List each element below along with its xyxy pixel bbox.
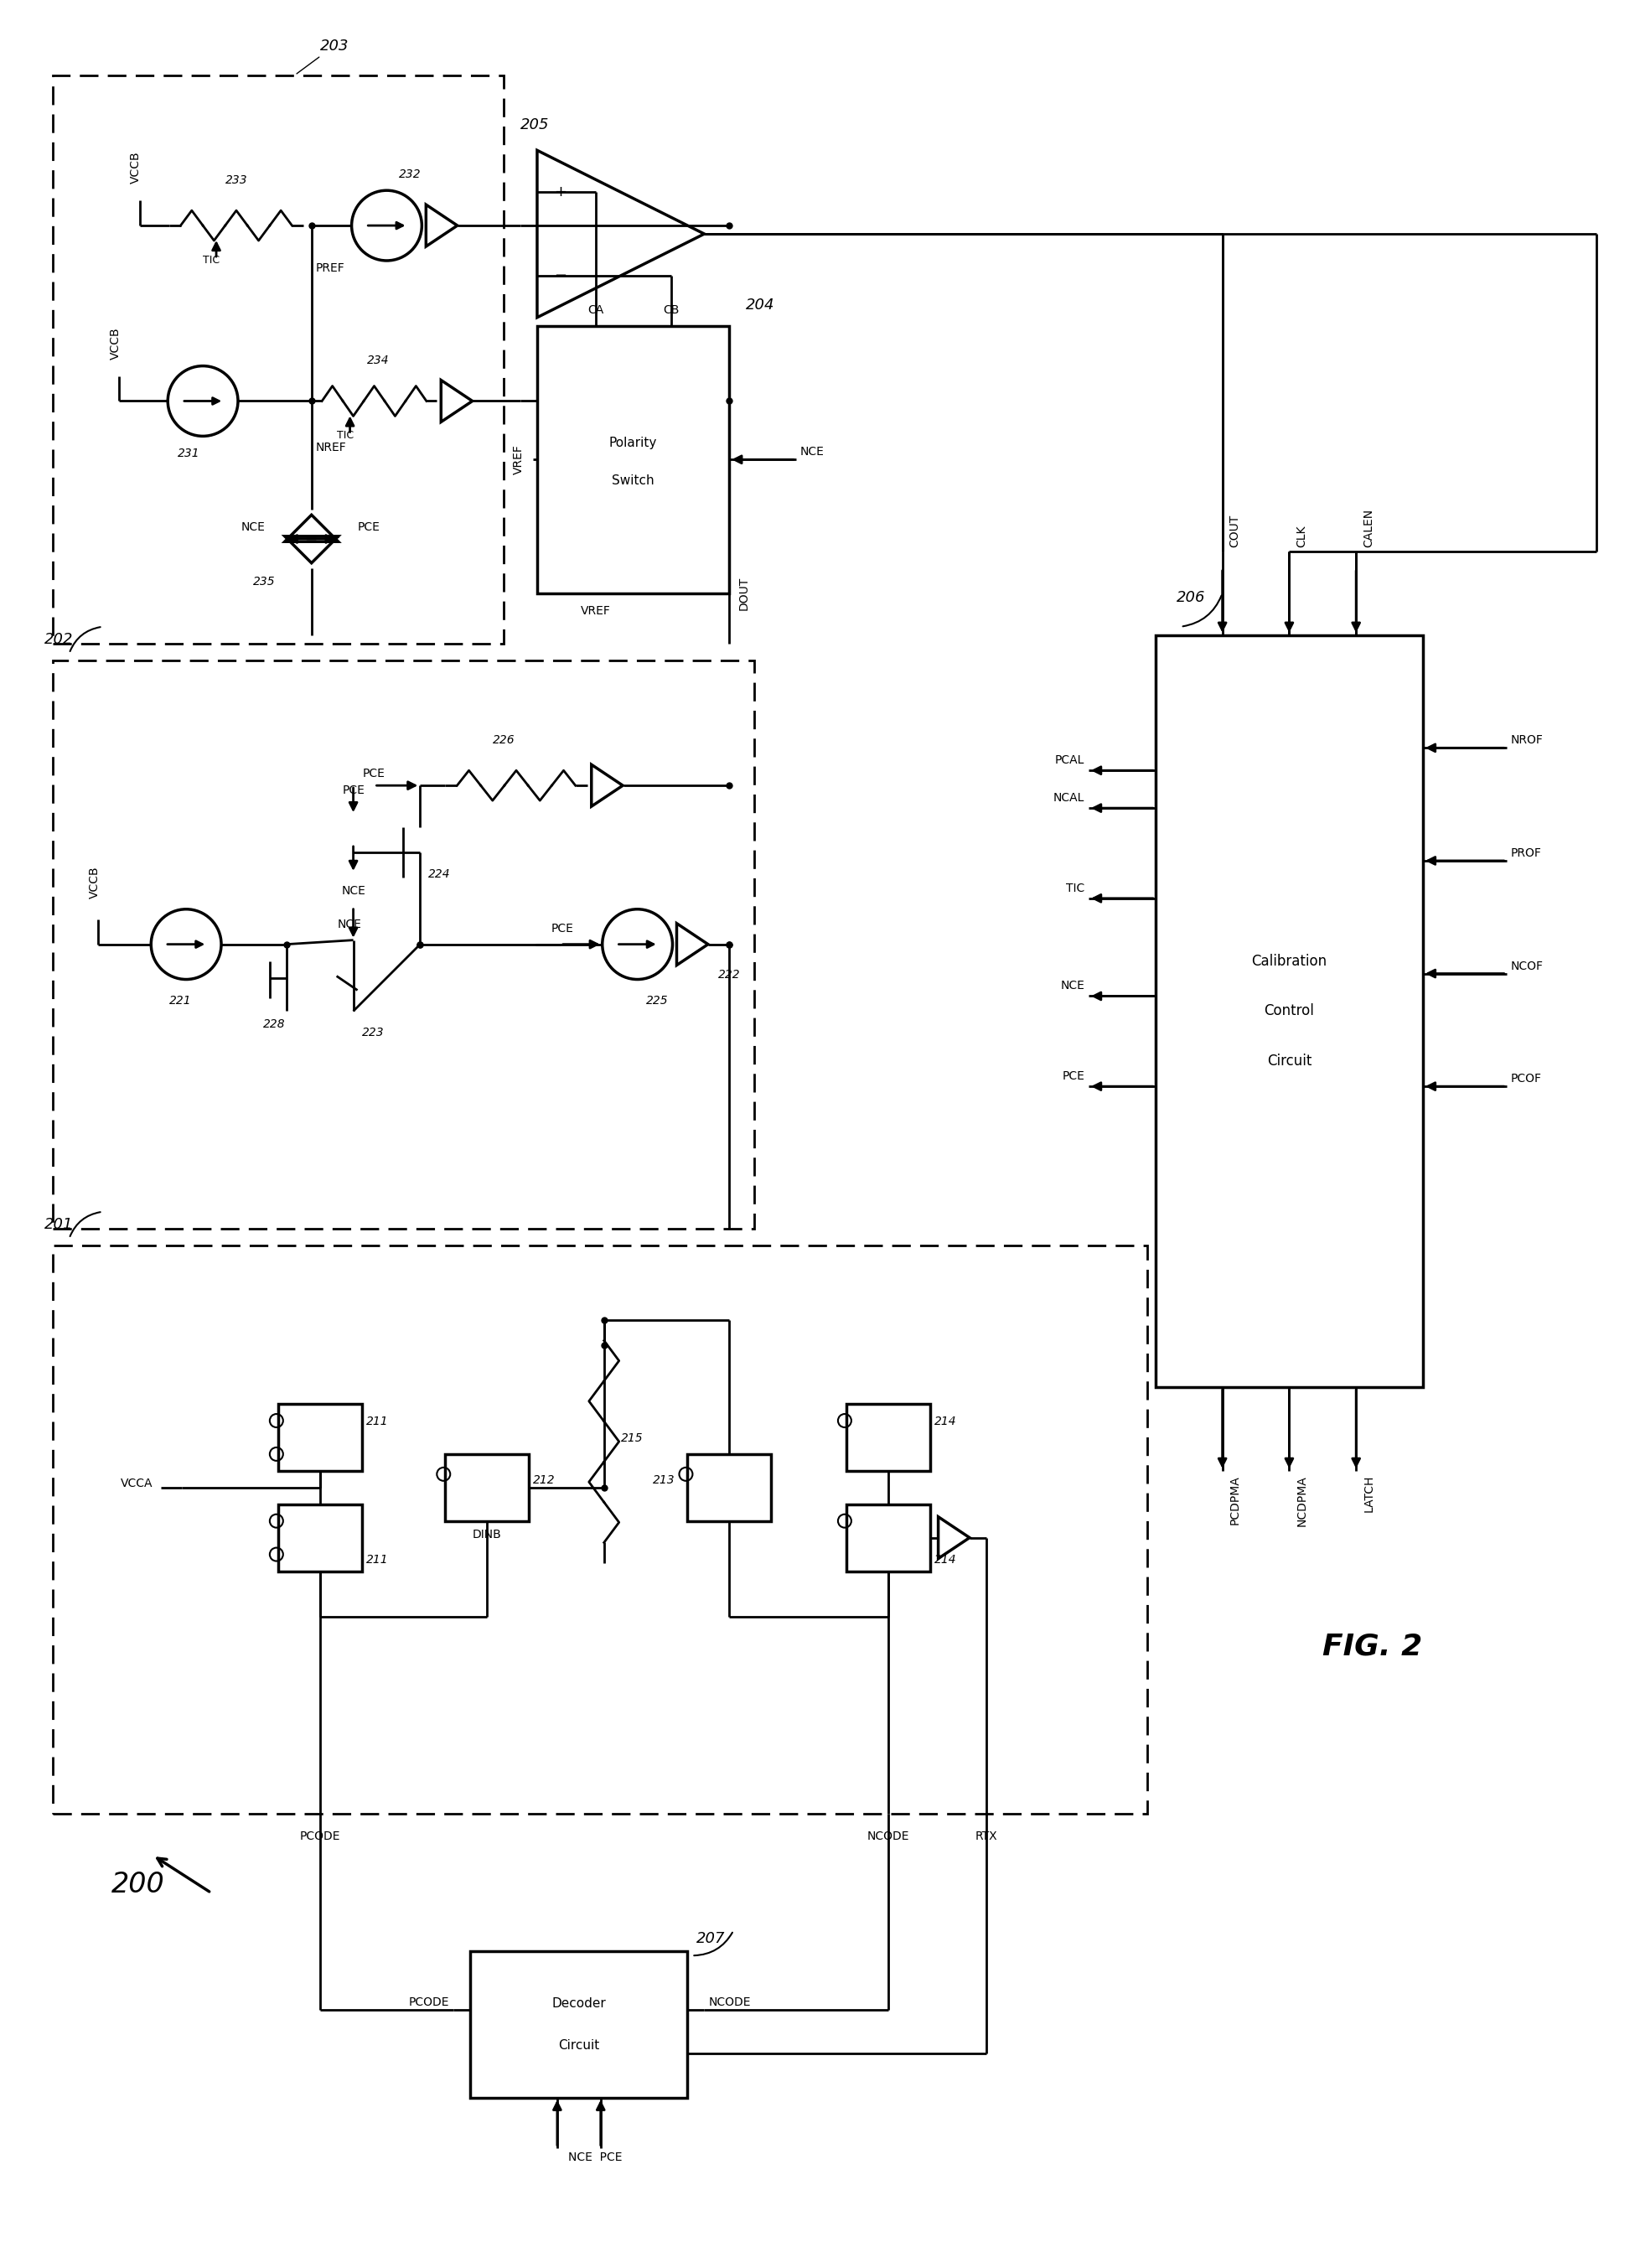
Text: NCE: NCE — [336, 919, 361, 930]
Text: TIC: TIC — [203, 254, 220, 265]
Text: Circuit: Circuit — [558, 2039, 599, 2053]
Text: NCE: NCE — [241, 522, 266, 533]
Text: Switch: Switch — [612, 474, 654, 488]
Text: −: − — [554, 268, 566, 284]
Text: 234: 234 — [367, 354, 389, 365]
Text: Control: Control — [1263, 1005, 1314, 1018]
Text: 211: 211 — [366, 1554, 389, 1565]
Bar — [52, 1245, 1146, 1814]
Text: DINB: DINB — [472, 1529, 502, 1540]
Bar — [471, 1950, 687, 2098]
Text: Calibration: Calibration — [1251, 953, 1327, 968]
Text: RTX: RTX — [976, 1830, 997, 1842]
Bar — [1155, 635, 1422, 1388]
Text: 200: 200 — [112, 1871, 164, 1898]
Text: 223: 223 — [361, 1027, 384, 1039]
Text: PCE: PCE — [1061, 1070, 1084, 1082]
Bar — [52, 75, 503, 644]
Text: PCDPMA: PCDPMA — [1228, 1474, 1240, 1524]
Text: 221: 221 — [169, 996, 192, 1007]
Text: PCAL: PCAL — [1055, 755, 1084, 767]
Text: 235: 235 — [253, 576, 276, 587]
Text: VCCB: VCCB — [130, 152, 141, 184]
Text: NROF: NROF — [1510, 735, 1543, 746]
Text: Polarity: Polarity — [608, 435, 658, 449]
Text: 215: 215 — [620, 1433, 643, 1445]
Text: NREF: NREF — [315, 442, 346, 454]
Text: CA: CA — [587, 304, 604, 315]
Text: PCE: PCE — [358, 522, 380, 533]
Text: VREF: VREF — [513, 445, 525, 474]
Text: VCCB: VCCB — [89, 866, 100, 898]
Text: DOUT: DOUT — [738, 576, 749, 610]
Text: 214: 214 — [933, 1554, 956, 1565]
Text: 205: 205 — [520, 118, 549, 134]
Bar — [687, 1454, 771, 1522]
Text: FIG. 2: FIG. 2 — [1322, 1633, 1422, 1660]
Text: PCE: PCE — [551, 923, 572, 934]
Text: 228: 228 — [262, 1018, 285, 1030]
Text: NCE: NCE — [341, 885, 366, 896]
Text: PROF: PROF — [1510, 848, 1540, 860]
Text: 232: 232 — [399, 168, 421, 181]
Text: 225: 225 — [646, 996, 667, 1007]
Text: CB: CB — [663, 304, 679, 315]
Text: PREF: PREF — [315, 263, 344, 274]
Text: VCCB: VCCB — [110, 327, 121, 358]
Text: PCODE: PCODE — [408, 1996, 449, 2007]
Text: PCODE: PCODE — [300, 1830, 339, 1842]
Text: PCE: PCE — [341, 785, 364, 796]
Bar — [277, 1504, 361, 1572]
Text: PCE: PCE — [362, 769, 385, 780]
Text: NCODE: NCODE — [708, 1996, 751, 2007]
Text: 226: 226 — [492, 735, 515, 746]
Text: COUT: COUT — [1228, 515, 1240, 547]
Text: 214: 214 — [933, 1415, 956, 1427]
Text: 204: 204 — [746, 297, 774, 313]
Text: Circuit: Circuit — [1266, 1055, 1310, 1068]
Text: NCOF: NCOF — [1510, 959, 1543, 973]
Text: 213: 213 — [653, 1474, 674, 1486]
Text: 231: 231 — [177, 447, 200, 460]
Bar — [52, 660, 754, 1229]
Text: CALEN: CALEN — [1363, 508, 1374, 547]
Text: LATCH: LATCH — [1363, 1474, 1374, 1513]
Text: TIC: TIC — [336, 431, 353, 442]
Text: 222: 222 — [718, 968, 740, 980]
Text: NCE: NCE — [1059, 980, 1084, 991]
Text: NCDPMA: NCDPMA — [1296, 1474, 1307, 1526]
Text: NCODE: NCODE — [866, 1830, 909, 1842]
Text: VREF: VREF — [581, 606, 610, 617]
Text: 211: 211 — [366, 1415, 389, 1427]
Text: 224: 224 — [428, 869, 451, 880]
Bar — [846, 1404, 930, 1472]
Text: 201: 201 — [44, 1216, 74, 1232]
Text: Decoder: Decoder — [551, 1998, 605, 2009]
Bar — [444, 1454, 528, 1522]
Bar — [846, 1504, 930, 1572]
Text: 233: 233 — [225, 175, 248, 186]
Bar — [536, 327, 728, 594]
Text: 212: 212 — [533, 1474, 554, 1486]
Text: 203: 203 — [297, 39, 349, 73]
Text: PCOF: PCOF — [1510, 1073, 1542, 1084]
Text: NCAL: NCAL — [1053, 792, 1084, 803]
Text: NCE  PCE: NCE PCE — [567, 2150, 622, 2164]
Text: 206: 206 — [1176, 590, 1205, 606]
Text: 202: 202 — [44, 633, 74, 646]
Text: VCCA: VCCA — [120, 1476, 153, 1490]
Text: CLK: CLK — [1296, 526, 1307, 547]
Text: NCE: NCE — [800, 447, 825, 458]
Text: TIC: TIC — [1066, 882, 1084, 894]
Text: +: + — [554, 184, 566, 200]
Text: 207: 207 — [695, 1932, 725, 1946]
Bar — [277, 1404, 361, 1472]
